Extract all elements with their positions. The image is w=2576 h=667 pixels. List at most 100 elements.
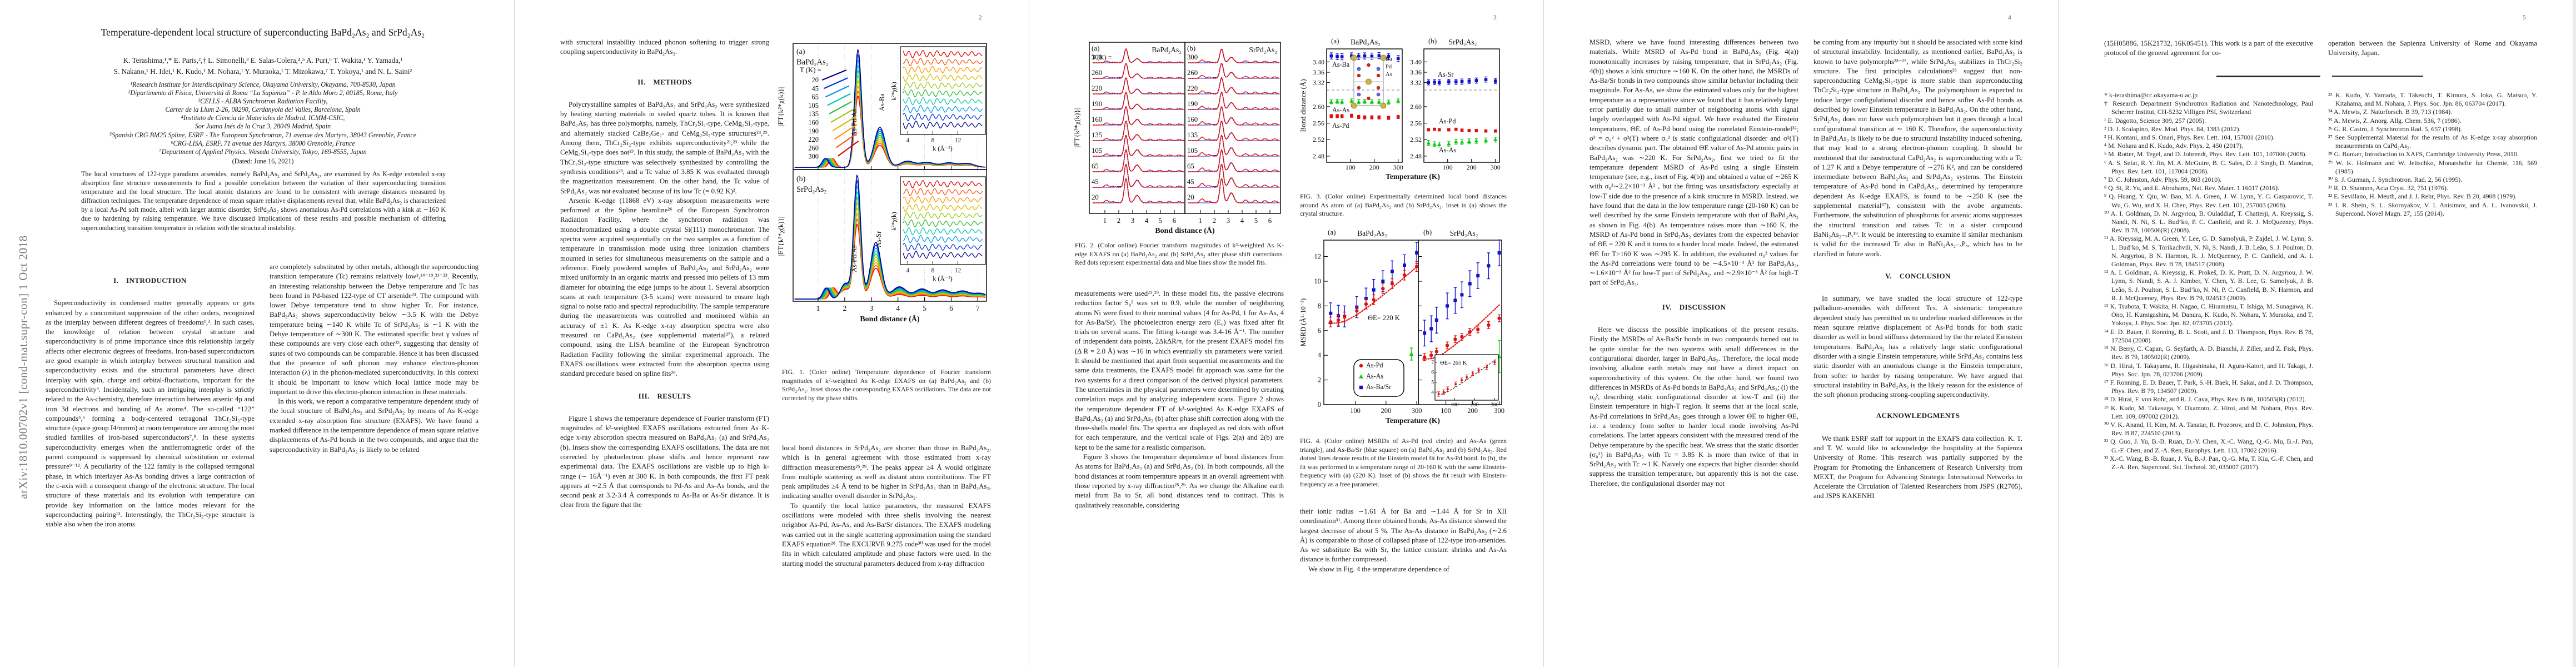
svg-text:12: 12 xyxy=(955,267,961,274)
paragraph: In this work, we report a comparative te… xyxy=(270,397,479,454)
svg-text:160: 160 xyxy=(1187,116,1198,123)
column-p3-left-text: measurements were used²⁵,²⁹. In these mo… xyxy=(1075,289,1284,648)
reference-item: ² D. J. Scalapino, Rev. Mod. Phys. 84, 1… xyxy=(2104,125,2241,133)
svg-text:3.40: 3.40 xyxy=(1313,58,1324,66)
reference-item: ³ H. Kontani, and S. Onari, Phys. Rev. L… xyxy=(2104,133,2275,142)
section-heading: II. METHODS xyxy=(637,77,692,86)
svg-text:200: 200 xyxy=(1381,407,1391,415)
reference-item: ¹⁹ K. Kudo, M. Takasuga, Y. Okamoto, Z. … xyxy=(2104,404,2313,420)
svg-text:8: 8 xyxy=(931,137,935,144)
figure-2-exafs-fits: 3002602201901601351056545201 2 3 4 5 63002602… xyxy=(1073,42,1281,235)
svg-text:8: 8 xyxy=(1318,302,1321,310)
svg-text:4: 4 xyxy=(1145,217,1149,225)
svg-text:(b): (b) xyxy=(796,175,806,183)
affiliation-line: Sor Juana Inés de la Cruz 3, 28049 Madri… xyxy=(195,122,331,131)
svg-text:3: 3 xyxy=(869,304,873,312)
column-p3-right-text: their ionic radius ∼1.61 Å for Ba and ∼1… xyxy=(1300,507,1507,648)
column-p4-left: MSRD, where we have found interesting di… xyxy=(1590,38,1798,581)
svg-text:2.60: 2.60 xyxy=(1313,103,1324,111)
svg-text:300: 300 xyxy=(1491,163,1501,171)
svg-text:3.32: 3.32 xyxy=(1410,79,1422,87)
svg-text:10: 10 xyxy=(1314,277,1322,285)
svg-text:6: 6 xyxy=(1431,370,1434,376)
svg-text:300: 300 xyxy=(808,153,819,161)
svg-text:4: 4 xyxy=(906,267,910,274)
svg-text:300: 300 xyxy=(1092,53,1102,61)
svg-text:4: 4 xyxy=(906,137,910,144)
svg-text:(b): (b) xyxy=(1187,44,1195,52)
paragraph: To quantify the local lattice parameters… xyxy=(782,501,991,568)
svg-text:As-Ba: As-Ba xyxy=(1332,61,1350,68)
svg-text:k (Å⁻¹): k (Å⁻¹) xyxy=(933,275,953,282)
paragraph: are completely substituted by other meta… xyxy=(270,263,479,396)
svg-text:300: 300 xyxy=(1412,407,1422,415)
reference-item: ¹³ K. Tsubota, T. Wakita, H. Nagao, C. H… xyxy=(2104,302,2313,327)
column-p3-right-caption3: FIG. 3. (Color online) Experimentally de… xyxy=(1300,192,1507,221)
reference-item: ¹⁴ E. D. Bauer, F. Ronning, B. L. Scott,… xyxy=(2104,327,2313,344)
svg-text:(b): (b) xyxy=(1423,228,1432,236)
svg-text:k²*χ(k): k²*χ(k) xyxy=(891,212,898,231)
svg-text:Bond distance (Å): Bond distance (Å) xyxy=(1155,226,1215,235)
svg-text:6: 6 xyxy=(1318,327,1321,335)
svg-text:7: 7 xyxy=(1431,360,1434,366)
svg-text:45: 45 xyxy=(812,84,819,92)
svg-text:BaPd₂As₂: BaPd₂As₂ xyxy=(1152,46,1182,54)
figure-caption: FIG. 1. (Color online) Temperature depen… xyxy=(782,368,991,402)
svg-text:Ba: Ba xyxy=(1386,56,1392,62)
column-p2-right-text: local bond distances in SrPd₂As₂ are sho… xyxy=(782,444,991,649)
svg-text:105: 105 xyxy=(808,102,819,109)
reference-item: ¹⁸ D. Hirai, F. von Rohr, and R. J. Cava… xyxy=(2104,395,2306,404)
svg-text:65: 65 xyxy=(1187,162,1194,170)
arxiv-banner: arXiv:1810.00702v1 [cond-mat.supr-con] 1… xyxy=(16,235,30,499)
svg-text:|FT{k²*χ(k)}|: |FT{k²*χ(k)}| xyxy=(776,217,785,256)
reference-item: ²⁶ G. R. Castro, J. Synchrotron Rad. 5, … xyxy=(2328,125,2462,133)
svg-text:Temperature (K): Temperature (K) xyxy=(1386,416,1440,425)
svg-text:100: 100 xyxy=(1350,407,1361,415)
svg-text:12: 12 xyxy=(955,137,961,144)
svg-text:6: 6 xyxy=(1173,217,1177,225)
author-line-2: S. Nakano,¹ H. Idei,¹ K. Kudo,¹ M. Nohar… xyxy=(113,67,412,76)
svg-text:5: 5 xyxy=(923,304,926,312)
affiliation-line: ⁶CRG-LISA, ESRF, 71 avenue des Martyrs, … xyxy=(171,139,355,147)
svg-text:3: 3 xyxy=(1227,217,1230,225)
page-sheet-3 xyxy=(1029,0,1544,667)
svg-text:2.56: 2.56 xyxy=(1410,120,1422,127)
reference-item: * k-terashima@cc.okayama-u.ac.jp xyxy=(2104,91,2198,99)
svg-text:SrPd₂As₂: SrPd₂As₂ xyxy=(1450,229,1478,237)
svg-text:45: 45 xyxy=(1187,178,1194,186)
svg-text:4: 4 xyxy=(896,304,900,312)
paragraph: be coming from any impurity but it shoul… xyxy=(1813,38,2022,258)
svg-text:As: As xyxy=(1386,72,1392,78)
section-heading: V. CONCLUSION xyxy=(1885,271,1951,280)
svg-text:2: 2 xyxy=(1318,376,1321,384)
svg-text:BaPd₂As₂: BaPd₂As₂ xyxy=(1357,229,1387,237)
svg-text:T (K) =: T (K) = xyxy=(1092,53,1112,61)
svg-text:2.48: 2.48 xyxy=(1313,152,1324,160)
column-p2-left: with structural instability induced phon… xyxy=(560,38,769,594)
reference-item: ¹⁵ N. Berry, C. Capan, G. Seyfarth, A. D… xyxy=(2104,345,2313,361)
svg-text:20: 20 xyxy=(812,76,819,84)
svg-text:k (Å⁻¹): k (Å⁻¹) xyxy=(933,145,953,152)
column-p5-right-references: ²³ K. Kudo, Y. Yamada, T. Takeuchi, T. K… xyxy=(2328,91,2537,636)
svg-text:200: 200 xyxy=(1471,402,1479,408)
author-line-1: K. Terashima,¹,* E. Paris,²,† L. Simonel… xyxy=(123,56,403,64)
svg-text:105: 105 xyxy=(1092,147,1102,155)
svg-text:220: 220 xyxy=(1187,84,1198,92)
svg-text:ΘE= 265 K: ΘE= 265 K xyxy=(1440,360,1467,366)
svg-text:Bond distance (Å): Bond distance (Å) xyxy=(860,315,920,323)
svg-text:As-Sr: As-Sr xyxy=(875,231,883,247)
svg-text:BaPd₂As₂: BaPd₂As₂ xyxy=(1351,38,1381,46)
column-p2-right-caption: FIG. 1. (Color online) Temperature depen… xyxy=(782,368,991,429)
svg-text:3.32: 3.32 xyxy=(1313,79,1324,87)
svg-text:2.60: 2.60 xyxy=(1410,103,1422,111)
paragraph: operation between the Sapienza Universit… xyxy=(2328,39,2537,57)
svg-text:105: 105 xyxy=(1187,147,1198,155)
svg-text:4: 4 xyxy=(1240,217,1244,225)
paragraph: We show in Fig. 4 the temperature depend… xyxy=(1308,565,1449,573)
reference-item: ²⁹ W. K. Hofmann and W. Jeitschko, Monat… xyxy=(2328,158,2537,175)
svg-text:5: 5 xyxy=(1159,217,1162,225)
section-heading: ACKNOWLEDGMENTS xyxy=(1876,411,1960,420)
svg-text:2: 2 xyxy=(843,304,847,312)
svg-text:160: 160 xyxy=(808,119,819,127)
svg-text:As-As: As-As xyxy=(1439,146,1456,154)
